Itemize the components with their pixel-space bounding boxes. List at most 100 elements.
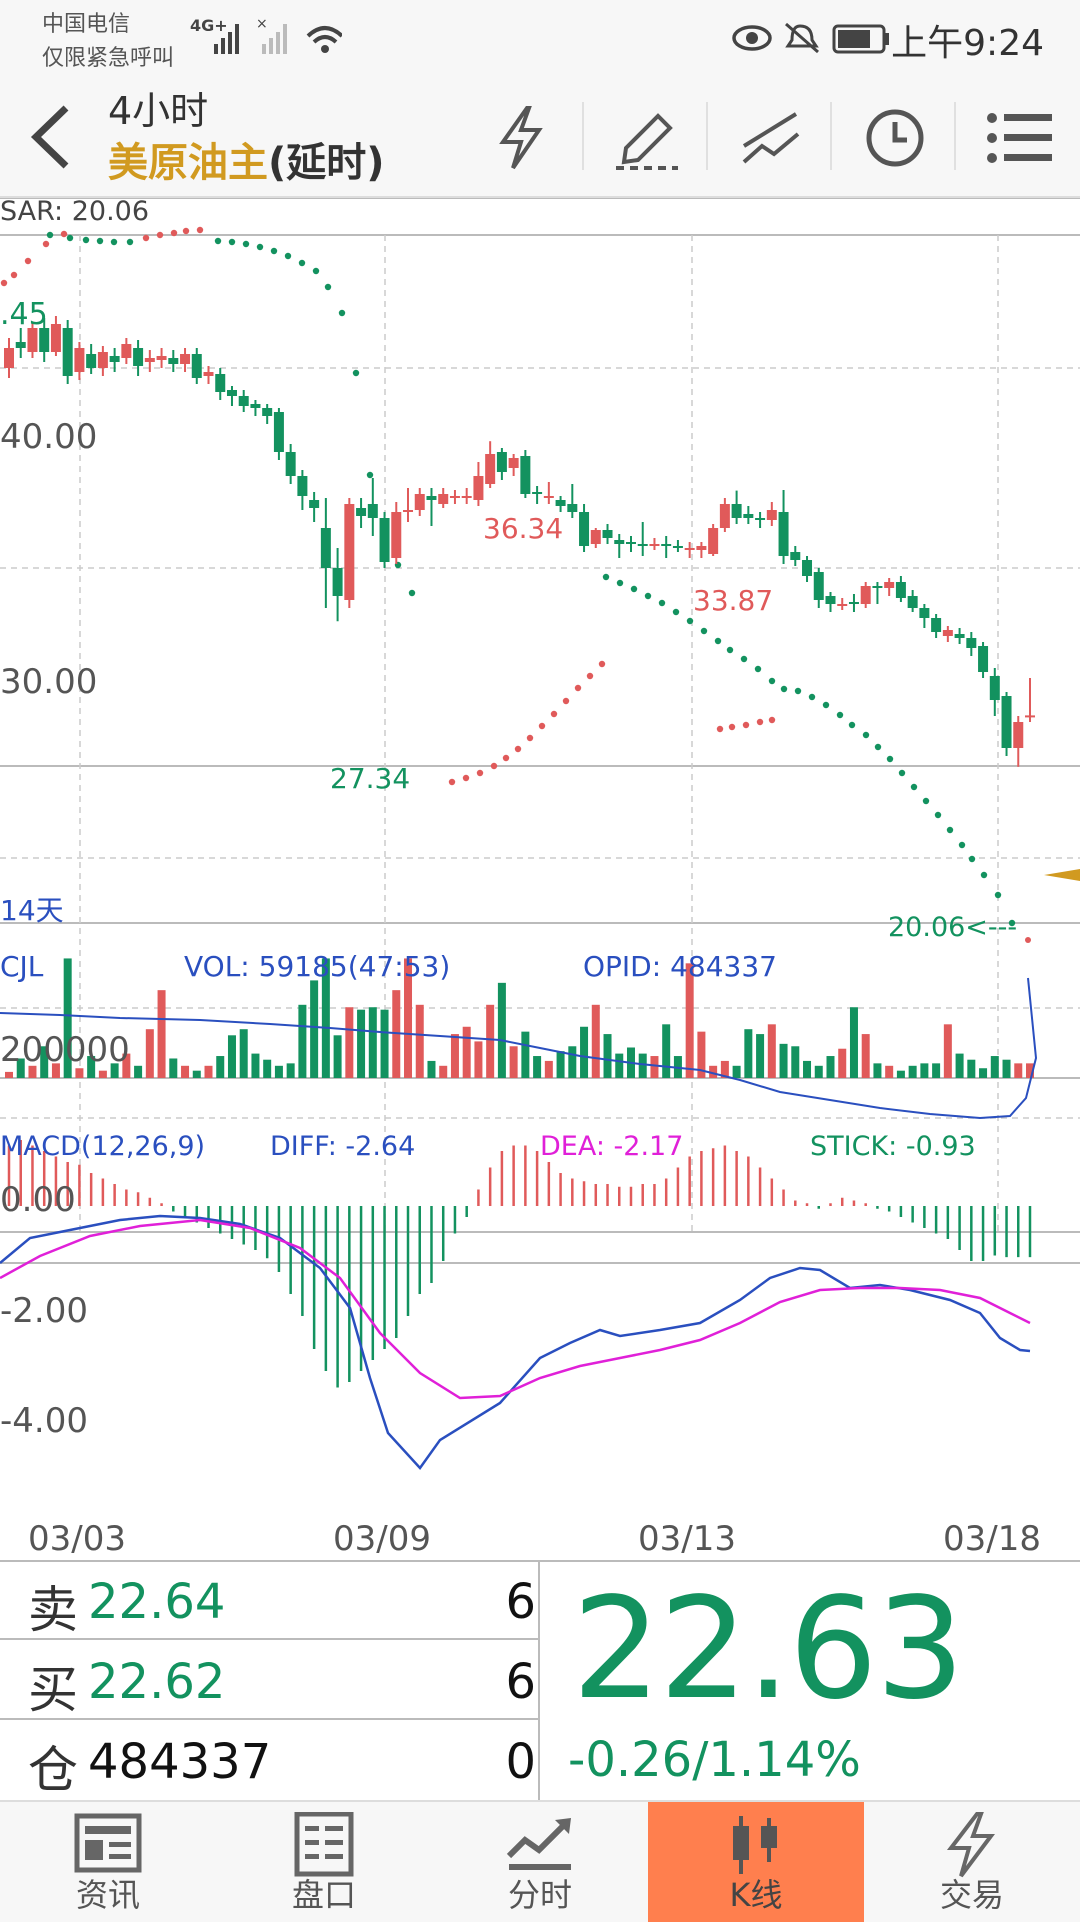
candle-body	[86, 354, 97, 368]
candle-body	[15, 342, 26, 348]
pencil-icon	[616, 113, 678, 170]
volume-bar	[134, 1065, 143, 1078]
volume-bar	[873, 1063, 882, 1078]
sar-dot	[96, 237, 104, 245]
symbol-title: 美原油主(延时)	[108, 130, 385, 188]
sar-dot	[256, 243, 264, 251]
trade-icon	[946, 1812, 995, 1878]
sar-dot	[780, 685, 788, 693]
divider	[830, 102, 832, 170]
high-price-label: 36.34	[483, 512, 563, 545]
volume-bar	[51, 1063, 60, 1078]
sar-dot	[182, 227, 190, 235]
volume-bar	[849, 1007, 858, 1078]
line-tool-button[interactable]	[716, 98, 826, 178]
buy-price: 22.62	[88, 1654, 226, 1710]
period-label[interactable]: 4小时	[108, 89, 209, 133]
date-axis-label: 03/03	[28, 1519, 126, 1559]
candle-body	[579, 512, 590, 546]
volume-bar	[803, 1060, 812, 1078]
volume-bar	[533, 1056, 542, 1078]
candle-body	[731, 504, 742, 518]
candle-body	[919, 608, 930, 618]
status-bar: 中国电信 仅限紧急呼叫 4G+ × 上午9:24	[0, 0, 1080, 78]
sar-dot	[408, 589, 416, 597]
sar-label: SAR: 20.06	[0, 198, 149, 227]
sar-dot	[794, 687, 802, 695]
volume-bar	[439, 1065, 448, 1078]
sell-row[interactable]: 卖 22.64 6	[0, 1560, 538, 1640]
candle-body	[4, 348, 14, 368]
candle-body	[778, 512, 789, 556]
candle-body	[848, 602, 859, 604]
candle-body	[50, 324, 61, 352]
candle-body	[121, 344, 132, 358]
draw-button[interactable]	[592, 98, 702, 178]
candle-body	[684, 548, 695, 550]
sar-dot	[598, 660, 606, 668]
sar-dot	[862, 731, 870, 739]
sar-dot	[874, 743, 882, 751]
candle-body	[426, 496, 437, 500]
candle-body	[649, 544, 660, 546]
kline-chart[interactable]: SAR: 20.06 .45 40.00 30.00 14天 36.34 33.…	[0, 198, 1080, 1560]
tab-label: 分时	[507, 1876, 572, 1914]
sar-dot	[214, 237, 222, 245]
buy-label: 买	[28, 1661, 78, 1719]
volume-bar	[638, 1053, 647, 1078]
sar-dot	[980, 871, 988, 879]
candle-body	[156, 356, 167, 360]
volume-bar	[5, 1071, 13, 1078]
candle-body	[250, 404, 261, 408]
sar-dot	[562, 697, 570, 705]
volume-bar	[756, 1034, 765, 1078]
tab-intraday[interactable]: 分时	[432, 1802, 648, 1922]
tab-trade[interactable]: 交易	[864, 1802, 1080, 1922]
candle-body	[1025, 715, 1035, 718]
tab-order-book[interactable]: 盘口	[216, 1802, 432, 1922]
carrier-name: 中国电信	[42, 12, 131, 37]
candle-body	[226, 390, 237, 396]
opid-line	[0, 977, 1038, 1120]
candle-body	[473, 476, 484, 500]
volume-bar	[744, 1029, 753, 1078]
lightning-icon	[499, 106, 543, 170]
tab-label: K线	[729, 1876, 783, 1914]
candle-body	[168, 358, 179, 364]
price-axis-label: 30.00	[0, 662, 97, 702]
dea-line	[0, 1218, 1031, 1400]
volume-bar	[28, 1065, 37, 1078]
sar-dot	[242, 240, 250, 248]
sar-dot	[366, 471, 374, 479]
candle-body	[708, 528, 719, 554]
candle-body	[661, 544, 672, 546]
sar-dot	[462, 774, 470, 782]
candle-body	[356, 508, 367, 516]
volume-bar	[75, 1068, 84, 1078]
clock-button[interactable]	[840, 98, 950, 178]
candle-body	[907, 596, 918, 608]
volume-bar	[274, 1065, 283, 1078]
menu-button[interactable]	[964, 98, 1074, 178]
volume-bar	[791, 1046, 800, 1078]
candle-body	[942, 630, 953, 636]
sar-dot	[922, 797, 930, 805]
tab-kline[interactable]: K线	[648, 1802, 864, 1922]
sar-dot	[1008, 919, 1016, 927]
sar-dot	[946, 826, 954, 834]
opid-value: OPID: 484337	[583, 950, 777, 983]
volume-bar	[181, 1065, 190, 1078]
candle-body	[802, 560, 813, 576]
tab-news[interactable]: 资讯	[0, 1802, 216, 1922]
lightning-button[interactable]	[465, 98, 575, 178]
volume-bar	[263, 1059, 272, 1078]
sar-dot	[46, 231, 54, 239]
sar-dot	[574, 684, 582, 692]
line-tool-icon	[742, 112, 800, 164]
candle-body	[438, 494, 449, 504]
back-icon[interactable]	[26, 102, 76, 172]
buy-row[interactable]: 买 22.62 6	[0, 1640, 538, 1720]
volume-bar	[239, 1029, 248, 1078]
sar-dot	[514, 745, 522, 753]
candle-body	[555, 500, 566, 506]
